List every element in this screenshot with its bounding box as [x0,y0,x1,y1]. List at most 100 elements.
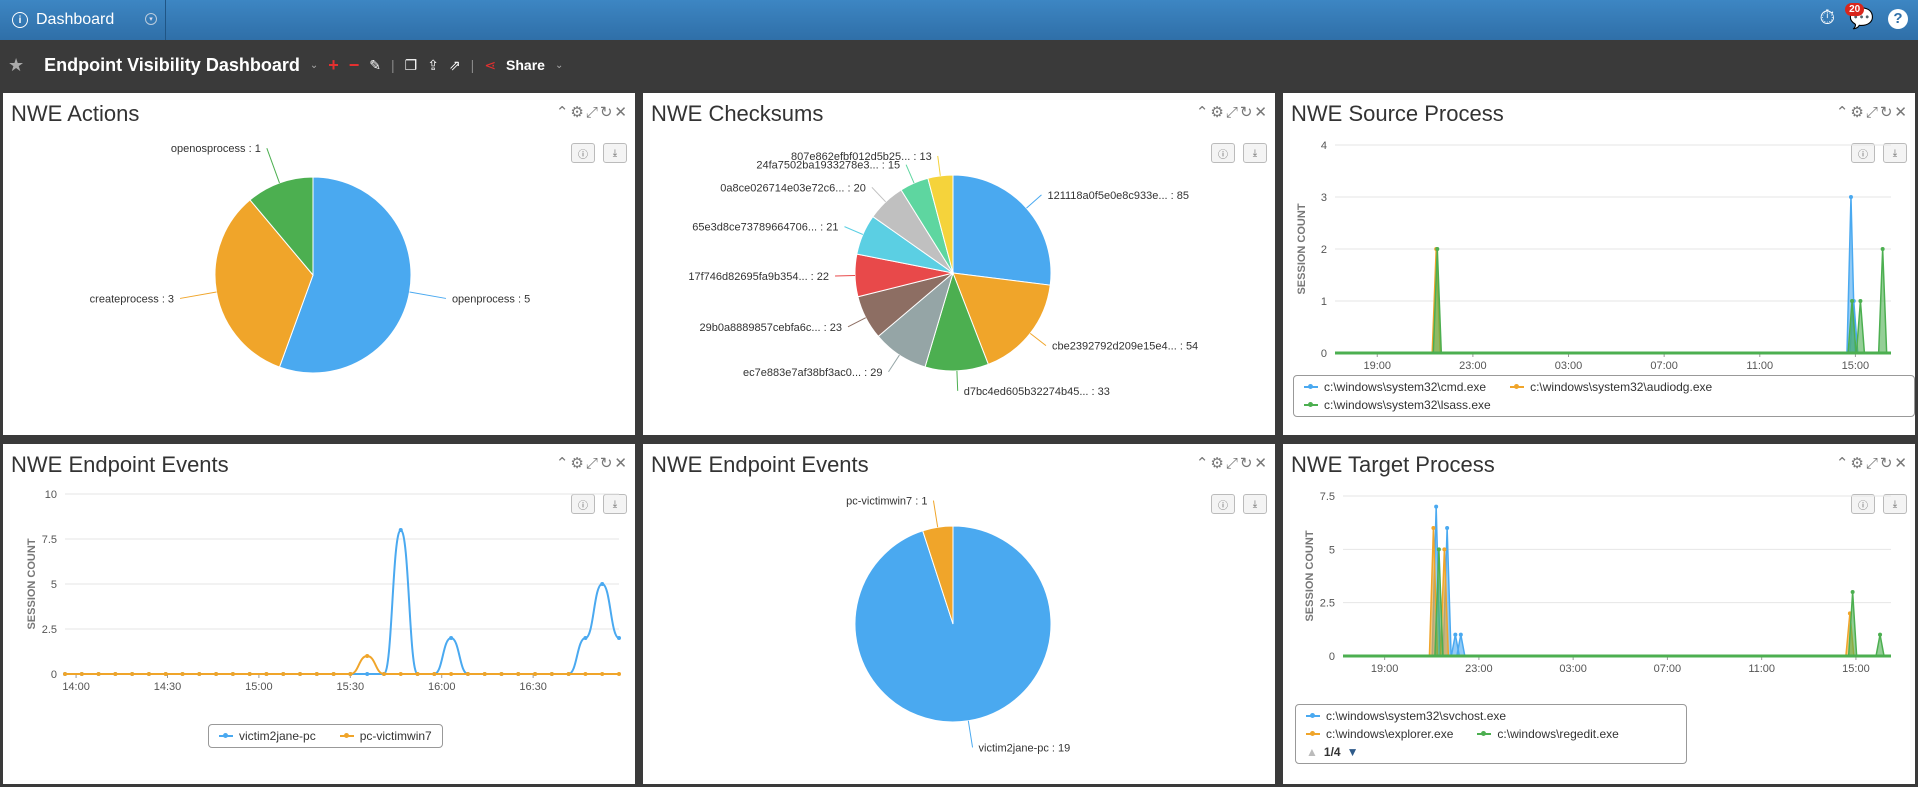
data-point[interactable] [331,672,336,676]
panel-controls[interactable]: ⌃⚙⤢↻✕ [1835,104,1909,121]
share-icon[interactable]: ⋖ [484,56,497,73]
help-icon[interactable]: ? [1888,8,1908,29]
data-point[interactable] [180,672,185,676]
data-point[interactable] [113,672,118,676]
share-button[interactable]: Share [506,57,545,73]
data-point[interactable] [600,672,605,676]
data-point[interactable] [1880,247,1885,251]
pie-slice[interactable] [952,174,1052,286]
data-point[interactable] [516,672,521,676]
data-point[interactable] [533,672,538,676]
panel-controls[interactable]: ⌃⚙⤢↻✕ [555,455,629,472]
star-icon[interactable]: ★ [8,54,25,75]
data-point[interactable] [549,672,554,676]
data-point[interactable] [617,672,621,676]
legend-item[interactable]: c:\windows\system32\cmd.exe [1304,380,1486,394]
data-point[interactable] [583,636,588,640]
copy-icon[interactable]: ❐ [404,56,418,73]
data-point[interactable] [617,636,621,640]
data-point[interactable] [583,672,588,676]
data-point[interactable] [96,672,101,676]
title-dropdown-icon[interactable]: ⌄ [309,59,319,71]
series-spike[interactable] [1855,300,1866,354]
data-point[interactable] [1434,504,1439,509]
pie-slice[interactable] [927,174,954,274]
export-icon[interactable]: ⇗ [448,56,461,73]
edit-icon[interactable]: ✎ [369,56,381,73]
data-point[interactable] [1878,632,1883,637]
download-button[interactable]: ⤓ [1243,494,1267,514]
data-point[interactable] [1445,526,1450,530]
data-point[interactable] [398,672,403,676]
data-point[interactable] [281,672,286,676]
data-point[interactable] [348,672,353,676]
data-point[interactable] [247,672,252,676]
pie-slice[interactable] [278,176,412,374]
data-point[interactable] [600,582,605,586]
data-point[interactable] [499,672,504,676]
import-icon[interactable]: ⇪ [427,56,439,73]
legend-item[interactable]: victim2jane-pc [219,729,316,743]
data-point[interactable] [1458,632,1463,637]
series-line[interactable] [64,654,619,675]
dashboard-tab[interactable]: i Dashboard ▾ [0,0,166,40]
data-point[interactable] [197,672,202,676]
data-point[interactable] [415,672,420,676]
remove-icon[interactable]: − [348,54,360,75]
series-line[interactable] [64,528,620,675]
data-point[interactable] [63,672,67,676]
data-point[interactable] [1435,247,1440,251]
panel-controls[interactable]: ⌃⚙⤢↻✕ [1195,104,1269,121]
series-spike[interactable] [1875,634,1885,657]
download-button[interactable]: ⤓ [1883,143,1907,163]
legend-item[interactable]: c:\windows\system32\audiodg.exe [1510,380,1712,394]
data-point[interactable] [365,672,370,676]
pie-slice[interactable] [214,199,314,368]
info-button[interactable]: ⓘ [1211,143,1235,163]
info-button[interactable]: ⓘ [571,143,595,163]
data-point[interactable] [130,672,135,676]
panel-controls[interactable]: ⌃⚙⤢↻✕ [1835,455,1909,472]
data-point[interactable] [264,672,269,676]
chat-icon[interactable]: 💬 20 [1845,3,1874,31]
legend-item[interactable]: pc-victimwin7 [339,729,432,743]
info-button[interactable]: ⓘ [1211,494,1235,514]
share-dropdown-icon[interactable]: ⌄ [554,59,564,71]
legend-item[interactable]: c:\windows\explorer.exe [1306,727,1453,741]
data-point[interactable] [214,672,219,676]
data-point[interactable] [465,672,470,676]
legend-item[interactable]: c:\windows\regedit.exe [1477,727,1619,741]
data-point[interactable] [432,672,437,676]
download-button[interactable]: ⤓ [1883,494,1907,514]
pager-up-icon[interactable]: ▲ [1306,745,1318,759]
legend-item[interactable]: c:\windows\system32\lsass.exe [1304,398,1491,412]
data-point[interactable] [482,672,487,676]
download-button[interactable]: ⤓ [1243,143,1267,163]
data-point[interactable] [1848,195,1853,199]
data-point[interactable] [566,672,571,676]
data-point[interactable] [298,672,303,676]
data-point[interactable] [146,672,151,676]
data-point[interactable] [1850,590,1855,594]
info-button[interactable]: ⓘ [1851,143,1875,163]
chevron-down-icon[interactable]: ▾ [145,13,157,25]
pie-slice[interactable] [952,272,1051,366]
add-icon[interactable]: + [328,54,339,75]
data-point[interactable] [449,672,454,676]
data-point[interactable] [449,636,454,640]
stopwatch-icon[interactable]: ⏱ [1819,7,1836,29]
panel-controls[interactable]: ⌃⚙⤢↻✕ [555,104,629,121]
data-point[interactable] [1442,547,1447,552]
data-point[interactable] [163,672,168,676]
data-point[interactable] [79,672,84,676]
pager-down-icon[interactable]: ▼ [1346,745,1359,759]
data-point[interactable] [381,672,386,676]
pie-slice[interactable] [249,176,314,277]
data-point[interactable] [314,672,319,676]
data-point[interactable] [1850,299,1855,303]
data-point[interactable] [1453,632,1458,637]
download-button[interactable]: ⤓ [603,143,627,163]
data-point[interactable] [398,528,403,532]
data-point[interactable] [1436,547,1441,552]
panel-controls[interactable]: ⌃⚙⤢↻✕ [1195,455,1269,472]
